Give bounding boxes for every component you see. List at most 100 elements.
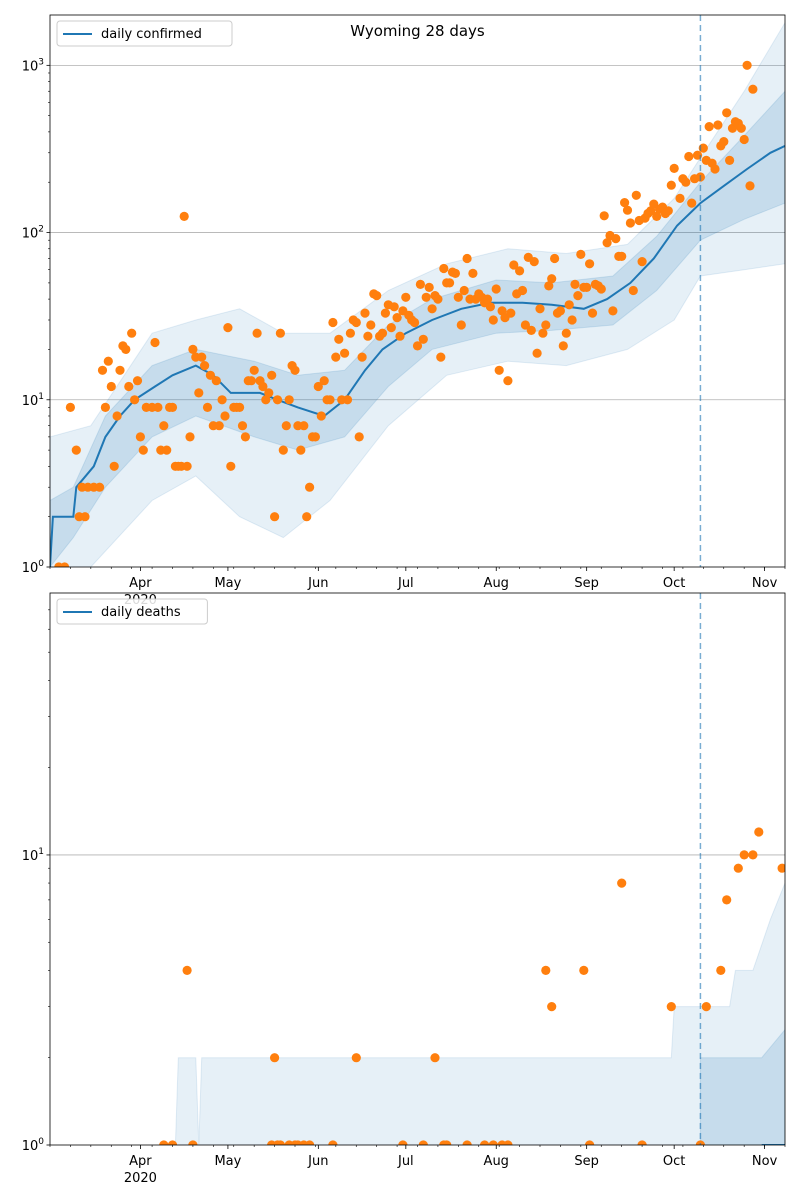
observed-point — [427, 304, 437, 314]
observed-point — [555, 306, 566, 316]
observed-point — [745, 181, 755, 191]
observed-point — [217, 395, 227, 405]
observed-point — [214, 421, 224, 431]
observed-point — [296, 445, 306, 455]
observed-point — [681, 177, 691, 187]
observed-point — [135, 432, 145, 442]
observed-point — [617, 251, 627, 261]
y-tick-label: 103 — [22, 57, 44, 74]
observed-point — [121, 344, 131, 354]
observed-point — [345, 328, 355, 338]
observed-point — [517, 285, 528, 296]
observed-point — [570, 279, 580, 289]
observed-point — [535, 304, 545, 314]
observed-point — [334, 334, 344, 344]
observed-point — [200, 361, 210, 371]
y-tick-base: 10 — [22, 561, 39, 576]
observed-point — [459, 285, 469, 296]
observed-point — [725, 155, 735, 165]
observed-point — [488, 1140, 498, 1145]
x-tick-label: Apr — [129, 576, 152, 591]
observed-point — [60, 562, 70, 567]
observed-point — [704, 122, 714, 132]
observed-point — [666, 180, 676, 190]
observed-point — [182, 461, 192, 471]
observed-point — [777, 863, 785, 873]
x-tick-label: Sep — [574, 576, 599, 591]
observed-point — [567, 315, 577, 325]
chart-title: Wyoming 28 days — [350, 22, 485, 40]
y-tick-exponent: 3 — [38, 57, 44, 67]
observed-point — [550, 253, 560, 264]
y-tick-label: 102 — [22, 225, 44, 242]
observed-point — [398, 1140, 408, 1145]
x-tick-label: Aug — [484, 1154, 509, 1169]
observed-point — [372, 291, 382, 301]
observed-point — [389, 302, 399, 312]
y-tick-label: 101 — [22, 392, 44, 409]
observed-point — [582, 282, 592, 292]
observed-point — [281, 421, 291, 431]
observed-point — [716, 965, 726, 976]
observed-point — [284, 395, 294, 405]
observed-point — [162, 445, 172, 455]
x-tick-label: Jun — [307, 1154, 328, 1169]
observed-point — [65, 402, 75, 412]
observed-point — [421, 292, 431, 302]
observed-point — [418, 334, 428, 344]
observed-point — [669, 163, 679, 173]
observed-point — [456, 320, 466, 330]
observed-point — [299, 421, 309, 431]
observed-point — [666, 1002, 676, 1012]
observed-point — [182, 965, 192, 976]
observed-point — [325, 395, 335, 405]
x-tick-label: Oct — [663, 1154, 685, 1169]
observed-point — [491, 284, 501, 294]
observed-point — [410, 317, 420, 328]
observed-point — [617, 878, 627, 888]
observed-point — [202, 402, 213, 412]
y-tick-exponent: 1 — [38, 392, 44, 402]
observed-point — [415, 279, 425, 289]
observed-point — [360, 308, 370, 318]
x-year-label: 2020 — [124, 1171, 157, 1186]
observed-point — [532, 348, 542, 358]
observed-point — [637, 1140, 647, 1145]
observed-point — [270, 1053, 280, 1063]
inner-interval-band — [50, 90, 785, 567]
observed-point — [366, 320, 376, 330]
observed-point — [185, 432, 195, 442]
observed-point — [742, 60, 752, 70]
observed-point — [625, 218, 636, 228]
observed-point — [235, 402, 245, 412]
y-tick-base: 10 — [22, 59, 39, 74]
plot-area — [50, 21, 785, 567]
observed-point — [188, 1140, 198, 1145]
observed-point — [106, 381, 116, 392]
observed-point — [596, 284, 606, 294]
observed-point — [179, 211, 189, 221]
observed-point — [197, 352, 207, 362]
observed-point — [267, 370, 277, 380]
observed-point — [541, 965, 551, 976]
observed-point — [503, 1140, 513, 1145]
observed-point — [211, 376, 221, 386]
x-tick-label: Nov — [752, 576, 778, 591]
observed-point — [622, 205, 633, 215]
observed-point — [754, 827, 764, 837]
observed-point — [319, 376, 329, 386]
observed-point — [150, 337, 160, 348]
observed-point — [468, 268, 478, 278]
observed-point — [130, 395, 140, 405]
observed-point — [436, 352, 446, 362]
x-tick-label: May — [214, 1154, 241, 1169]
observed-point — [100, 402, 110, 412]
y-tick-label: 101 — [22, 847, 44, 864]
observed-point — [462, 1140, 472, 1145]
observed-point — [526, 325, 536, 335]
y-tick-exponent: 1 — [38, 847, 44, 857]
x-tick-label: Nov — [752, 1154, 778, 1169]
observed-point — [357, 352, 367, 362]
